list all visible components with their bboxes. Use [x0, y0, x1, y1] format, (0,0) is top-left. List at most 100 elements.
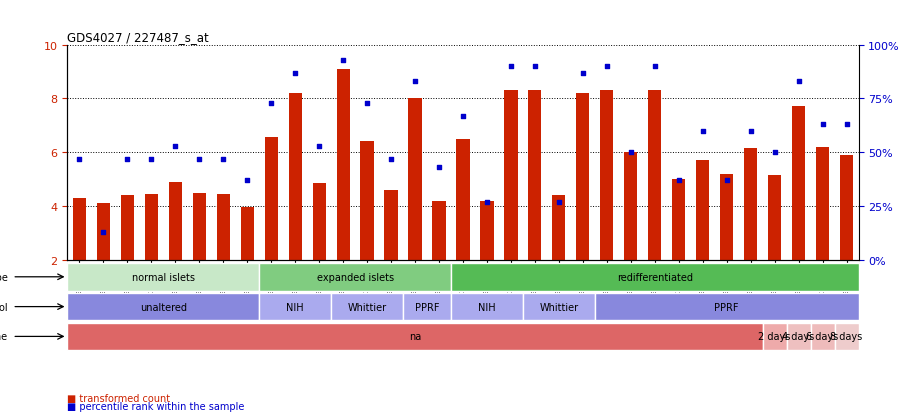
Point [96, 229, 111, 235]
Bar [451, 263, 859, 291]
Text: Whittier: Whittier [348, 302, 387, 312]
Point [384, 156, 398, 163]
Bar [97, 204, 110, 260]
Bar [762, 323, 787, 350]
Bar [336, 69, 350, 260]
Bar [259, 293, 331, 320]
Text: NIH: NIH [287, 302, 304, 312]
Bar [576, 94, 590, 260]
Point [743, 128, 758, 135]
Bar [451, 293, 523, 320]
Point [600, 64, 614, 70]
Bar [457, 140, 469, 260]
Bar [720, 174, 734, 260]
Text: NIH: NIH [478, 302, 495, 312]
Point [503, 64, 518, 70]
Text: ■ transformed count: ■ transformed count [67, 393, 171, 403]
Text: Whittier: Whittier [539, 302, 578, 312]
Bar [264, 138, 278, 260]
Bar [432, 201, 446, 260]
Point [672, 178, 686, 184]
Bar [313, 184, 325, 260]
Bar [67, 293, 259, 320]
Bar [480, 201, 494, 260]
Bar [73, 198, 86, 260]
Bar [834, 323, 859, 350]
Bar [624, 153, 637, 260]
Point [264, 100, 279, 107]
Point [647, 64, 662, 70]
Text: 8 days: 8 days [831, 332, 863, 342]
Bar [67, 323, 762, 350]
Text: unaltered: unaltered [140, 302, 187, 312]
Point [815, 121, 830, 128]
Text: GDS4027 / 227487_s_at: GDS4027 / 227487_s_at [67, 31, 209, 44]
Bar [331, 293, 403, 320]
Bar [648, 91, 662, 260]
Bar [523, 293, 595, 320]
Bar [385, 190, 397, 260]
Point [552, 199, 566, 206]
Text: cell type: cell type [0, 272, 7, 282]
Bar [217, 195, 230, 260]
Text: expanded islets: expanded islets [316, 272, 394, 282]
Point [480, 199, 494, 206]
Point [456, 113, 470, 120]
Bar [192, 193, 206, 260]
Bar [744, 149, 757, 260]
Text: PPRF: PPRF [414, 302, 440, 312]
Bar [241, 208, 254, 260]
Bar [768, 176, 781, 260]
Bar [595, 293, 859, 320]
Bar [792, 107, 806, 260]
Bar [529, 91, 541, 260]
Point [168, 143, 182, 150]
Point [624, 150, 638, 156]
Text: time: time [0, 332, 7, 342]
Text: PPRF: PPRF [715, 302, 739, 312]
Bar [67, 263, 259, 291]
Point [719, 178, 734, 184]
Bar [601, 91, 613, 260]
Point [216, 156, 230, 163]
Point [288, 70, 302, 77]
Bar [811, 323, 834, 350]
Text: normal islets: normal islets [132, 272, 195, 282]
Point [72, 156, 86, 163]
Bar [672, 180, 685, 260]
Point [575, 70, 590, 77]
Text: na: na [409, 332, 421, 342]
Bar [289, 94, 302, 260]
Bar [145, 195, 158, 260]
Bar [120, 196, 134, 260]
Bar [360, 142, 374, 260]
Point [360, 100, 374, 107]
Point [791, 78, 806, 85]
Point [312, 143, 326, 150]
Text: redifferentiated: redifferentiated [617, 272, 693, 282]
Text: 2 days: 2 days [759, 332, 791, 342]
Point [408, 78, 423, 85]
Point [192, 156, 207, 163]
Bar [816, 147, 829, 260]
Bar [408, 99, 422, 260]
Bar [696, 161, 709, 260]
Text: protocol: protocol [0, 302, 7, 312]
Point [432, 164, 446, 171]
Bar [787, 323, 811, 350]
Point [696, 128, 710, 135]
Point [240, 178, 254, 184]
Bar [403, 293, 451, 320]
Bar [504, 91, 518, 260]
Text: 4 days: 4 days [782, 332, 814, 342]
Point [840, 121, 854, 128]
Bar [169, 182, 182, 260]
Point [120, 156, 135, 163]
Text: ■ percentile rank within the sample: ■ percentile rank within the sample [67, 401, 245, 411]
Point [144, 156, 158, 163]
Bar [552, 196, 565, 260]
Bar [840, 155, 853, 260]
Text: 6 days: 6 days [806, 332, 839, 342]
Point [768, 150, 782, 156]
Bar [259, 263, 451, 291]
